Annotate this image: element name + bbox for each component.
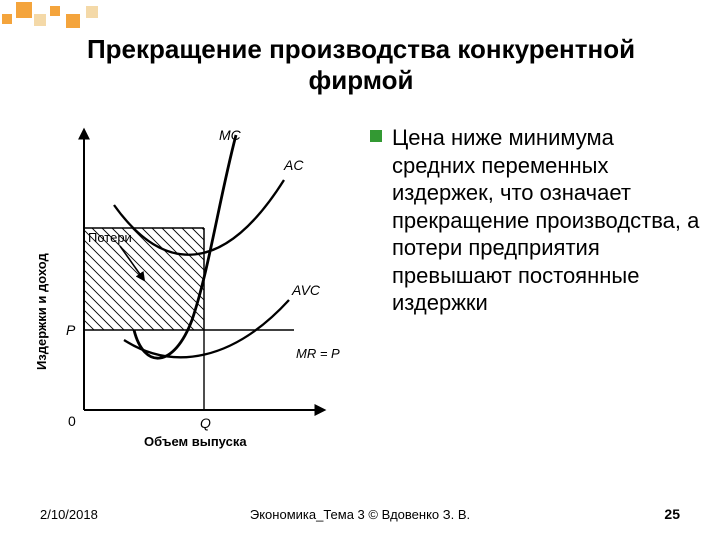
svg-text:AVC: AVC (291, 282, 321, 298)
decor-square (16, 2, 32, 18)
decor-square (2, 14, 12, 24)
svg-text:AC: AC (283, 157, 304, 173)
decor-bar (0, 0, 720, 30)
svg-text:Издержки и доход: Издержки и доход (34, 252, 49, 370)
decor-square (50, 6, 60, 16)
decor-square (34, 14, 46, 26)
svg-text:MR = P: MR = P (296, 346, 340, 361)
svg-text:Q: Q (200, 415, 211, 431)
footer-center: Экономика_Тема 3 © Вдовенко З. В. (0, 507, 720, 522)
bullet-list: Цена ниже минимума средних переменных из… (370, 124, 700, 317)
decor-square (66, 14, 80, 28)
bullet-text: Цена ниже минимума средних переменных из… (392, 124, 700, 317)
bullet-marker-icon (370, 130, 382, 142)
svg-text:Потери: Потери (88, 230, 132, 245)
svg-text:P: P (66, 322, 76, 338)
svg-text:0: 0 (68, 413, 76, 429)
page-title: Прекращение производства конкурентной фи… (36, 34, 686, 96)
decor-square (86, 6, 98, 18)
footer-page-number: 25 (664, 506, 680, 522)
svg-text:Объем выпуска: Объем выпуска (144, 434, 247, 449)
svg-text:MC: MC (219, 127, 242, 143)
econ-chart: MC AC AVC MR = P Потери P Q 0 Объем выпуска Издер… (24, 120, 344, 450)
chart-svg: MC AC AVC MR = P Потери P Q 0 Объем выпуска Издер… (24, 120, 344, 450)
bullet-item: Цена ниже минимума средних переменных из… (370, 124, 700, 317)
